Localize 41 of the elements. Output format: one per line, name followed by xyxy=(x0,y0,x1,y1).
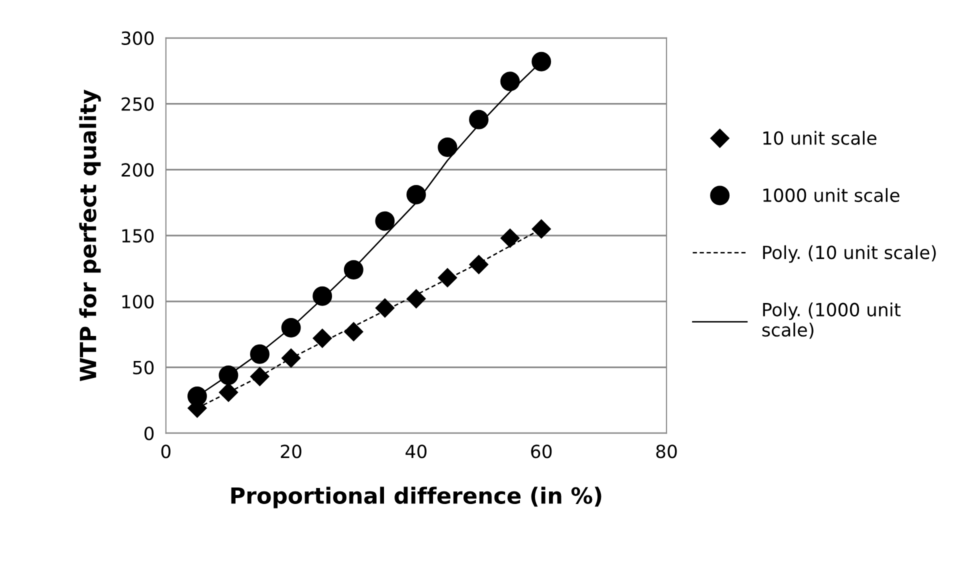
point xyxy=(375,211,395,231)
y-axis-title: WTP for perfect quality xyxy=(79,90,101,382)
x-tick-label: 20 xyxy=(280,444,302,458)
point xyxy=(438,268,458,288)
point xyxy=(250,366,270,386)
x-tick-label: 40 xyxy=(406,444,426,458)
point xyxy=(532,52,552,72)
point xyxy=(187,386,207,406)
point xyxy=(344,260,364,280)
point xyxy=(469,110,489,130)
point xyxy=(406,289,426,308)
point xyxy=(469,254,488,274)
point xyxy=(312,286,332,306)
y-tick-label: 0 xyxy=(144,426,154,440)
y-tick-label: 150 xyxy=(122,228,154,243)
point xyxy=(406,184,426,204)
x-tick-label: 60 xyxy=(531,444,552,458)
x-tick-label: 0 xyxy=(161,444,170,458)
y-tick-label: 250 xyxy=(122,97,154,111)
y-tick-label: 50 xyxy=(133,360,154,374)
point xyxy=(344,322,364,342)
y-tick-label: 300 xyxy=(122,31,154,46)
point xyxy=(375,298,394,318)
point xyxy=(250,344,270,364)
point xyxy=(312,328,332,348)
point xyxy=(438,138,458,157)
x-axis-title: Proportional difference (in %) xyxy=(231,486,602,508)
y-tick-label: 200 xyxy=(122,163,154,177)
point xyxy=(532,219,551,238)
point xyxy=(218,365,238,385)
y-tick-label: 100 xyxy=(122,294,154,309)
point xyxy=(281,318,301,338)
legend-label: Poly. (10 unit scale) xyxy=(763,245,936,263)
point xyxy=(218,382,238,402)
point xyxy=(500,72,520,92)
point xyxy=(282,348,301,368)
legend-label: 1000 unit scale xyxy=(763,188,900,202)
point xyxy=(500,228,520,248)
legend-label: 10 unit scale xyxy=(763,130,876,145)
x-tick-label: 80 xyxy=(656,444,677,458)
legend-label: Poly. (1000 unit scale) xyxy=(762,302,901,339)
